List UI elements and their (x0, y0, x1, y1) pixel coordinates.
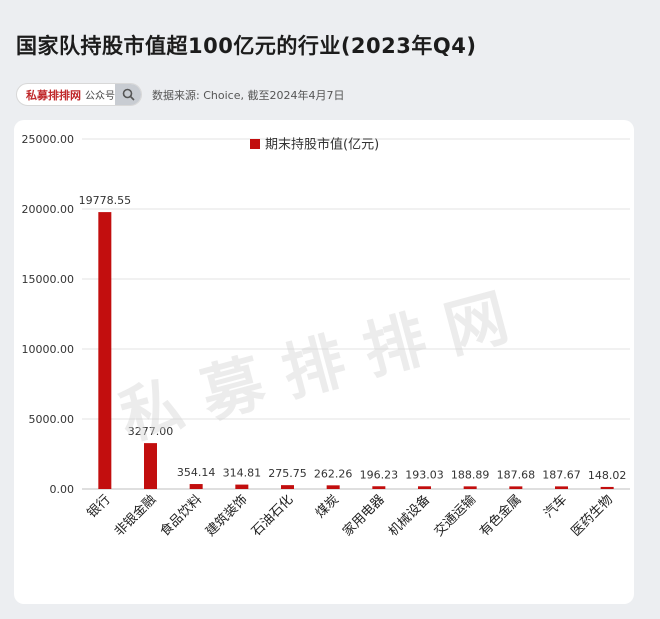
page-title: 国家队持股市值超100亿元的行业(2023年Q4) (16, 34, 477, 58)
bar-value-label: 188.89 (451, 468, 490, 481)
y-tick-label: 0.00 (50, 483, 75, 496)
bar-value-label: 148.02 (588, 469, 627, 482)
bar-value-label: 3277.00 (128, 425, 174, 438)
bar (326, 485, 340, 489)
bar-value-label: 262.26 (314, 467, 353, 480)
y-tick-label: 10000.00 (22, 343, 75, 356)
bar (235, 484, 249, 489)
search-icon[interactable] (115, 84, 141, 105)
bar (98, 212, 112, 490)
x-category-label: 家用电器 (340, 492, 388, 540)
bar-value-label: 187.68 (497, 468, 536, 481)
account-name: 私募排排网 (26, 88, 81, 102)
account-type: 公众号 (85, 91, 115, 102)
bar-value-label: 275.75 (268, 467, 307, 480)
y-tick-label: 15000.00 (22, 273, 75, 286)
bar-value-label: 354.14 (177, 466, 216, 479)
x-category-label: 食品饮料 (157, 492, 205, 540)
legend-swatch (250, 139, 260, 149)
x-category-label: 煤炭 (313, 492, 342, 521)
bar-value-label: 314.81 (223, 467, 262, 480)
data-source-note: 数据来源: Choice, 截至2024年4月7日 (152, 89, 345, 102)
bar-value-label: 196.23 (360, 468, 399, 481)
bar-value-label: 19778.55 (79, 194, 132, 207)
bar (555, 486, 568, 489)
bar (509, 486, 523, 489)
bar-value-label: 187.67 (542, 468, 581, 481)
bar (418, 486, 431, 489)
x-category-label: 机械设备 (385, 492, 433, 540)
x-category-label: 有色金属 (477, 492, 525, 540)
bar (372, 486, 386, 489)
legend-label: 期末持股市值(亿元) (265, 137, 379, 153)
chart-card (14, 120, 634, 604)
watermark-text: 私募排排网 (112, 275, 537, 454)
bar (189, 484, 203, 489)
bar (144, 443, 157, 489)
bar (281, 485, 294, 489)
bar (463, 486, 477, 489)
x-category-label: 汽车 (541, 492, 571, 522)
x-category-label: 非银金融 (111, 492, 159, 540)
y-tick-label: 25000.00 (22, 133, 75, 146)
bar-value-label: 193.03 (405, 468, 444, 481)
y-tick-label: 5000.00 (29, 413, 75, 426)
x-category-label: 银行 (85, 492, 114, 521)
x-category-label: 建筑装饰 (203, 492, 251, 540)
account-search-box[interactable]: 私募排排网 公众号 (16, 83, 142, 106)
y-tick-label: 20000.00 (22, 203, 75, 216)
bar (600, 486, 614, 489)
x-category-label: 交通运输 (431, 492, 479, 540)
x-category-label: 医药生物 (569, 492, 616, 539)
x-category-label: 石油石化 (249, 492, 296, 539)
